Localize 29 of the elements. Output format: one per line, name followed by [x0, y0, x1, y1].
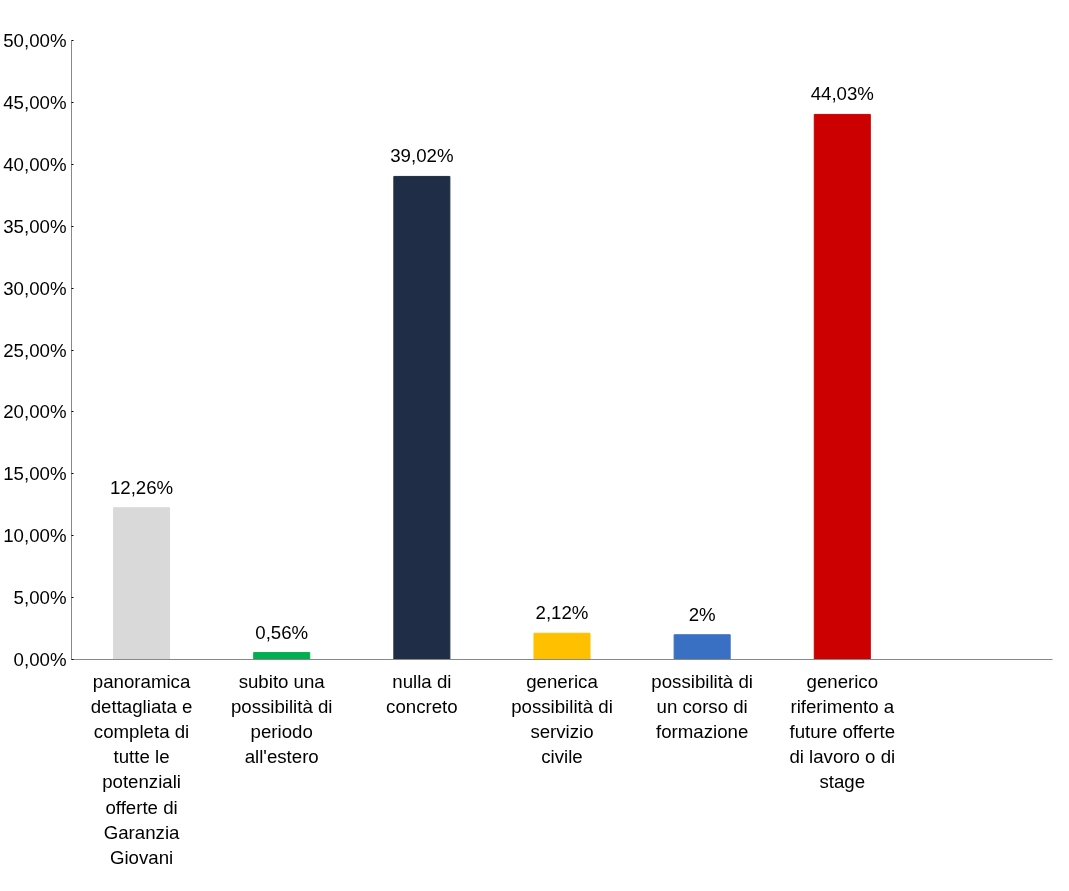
bar: [393, 175, 451, 660]
bar: [533, 632, 591, 660]
data-label: 2,12%: [535, 602, 589, 624]
data-label: 39,02%: [390, 145, 454, 167]
bar: [673, 634, 731, 660]
y-tick-label: 40,00%: [3, 153, 67, 175]
x-tick-label: panoramica dettagliata e completa di tutte le potenziali offerte di Garanzia Giovani: [90, 670, 193, 868]
x-tick-label: subito una possibilità di periodo all'estero: [230, 670, 333, 768]
x-tick-label: possibilità di un corso di formazione: [651, 670, 753, 742]
y-tick-label: 45,00%: [3, 91, 67, 113]
y-tick-label: 20,00%: [3, 401, 67, 423]
bar: [813, 113, 871, 660]
data-label: 44,03%: [810, 83, 874, 105]
x-tick-label: generico riferimento a future offerte di lavoro o di stage: [789, 670, 896, 793]
y-tick-label: 35,00%: [3, 215, 67, 237]
y-tick-label: 25,00%: [3, 339, 67, 361]
bar: [113, 507, 171, 660]
data-label: 0,56%: [255, 621, 309, 643]
y-tick-label: 15,00%: [3, 463, 67, 485]
y-tick-label: 50,00%: [3, 30, 67, 51]
x-tick-label: nulla di concreto: [386, 670, 458, 717]
y-tick-label: 5,00%: [13, 587, 67, 609]
y-tick-label: 30,00%: [3, 277, 67, 299]
data-label: 12,26%: [109, 476, 174, 498]
y-tick-label: 10,00%: [3, 525, 67, 547]
x-tick-label: generica possibilità di servizio civile: [511, 670, 613, 768]
y-tick-label: 0,00%: [13, 649, 67, 670]
bar: [253, 652, 311, 660]
data-label: 2%: [688, 603, 716, 625]
